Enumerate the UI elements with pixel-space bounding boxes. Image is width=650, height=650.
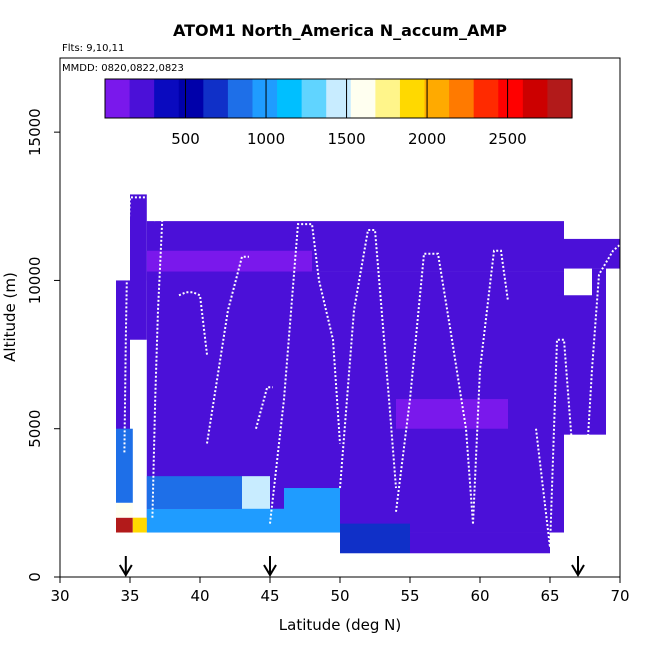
flight-track — [535, 338, 586, 548]
heatmap-cell — [410, 532, 550, 554]
colorbar-swatch — [301, 79, 327, 118]
heatmap-cell — [130, 194, 147, 340]
flight-track — [472, 249, 509, 524]
y-tick-label: 0 — [26, 572, 44, 582]
x-tick-label: 65 — [540, 587, 559, 605]
y-axis-label: Altitude (m) — [1, 272, 19, 362]
colorbar-swatch — [326, 79, 352, 118]
heatmap-cell — [146, 476, 242, 509]
colorbar-swatch — [498, 79, 524, 118]
flight-track — [206, 255, 249, 444]
flight-tracks — [123, 196, 621, 548]
colorbar-swatch — [547, 79, 573, 118]
heatmap-cell — [116, 280, 130, 459]
heatmap-cells — [116, 194, 620, 554]
y-tick-label: 15000 — [26, 108, 44, 156]
colorbar-swatch — [154, 79, 180, 118]
colorbar-tick-label: 1500 — [327, 130, 365, 148]
x-tick-label: 55 — [400, 587, 419, 605]
colorbar-swatch — [178, 79, 204, 118]
colorbar-swatch — [105, 79, 131, 118]
colorbar-swatch — [522, 79, 549, 118]
flight-track — [178, 291, 208, 355]
x-tick-label: 40 — [190, 587, 209, 605]
colorbar-swatch — [449, 79, 475, 118]
chart-title: ATOM1 North_America N_accum_AMP — [173, 21, 507, 40]
x-tick-label: 50 — [330, 587, 349, 605]
flight-track — [123, 196, 157, 453]
heatmap-cell — [557, 295, 592, 435]
heatmap-cell — [146, 508, 284, 533]
x-tick-label: 35 — [120, 587, 139, 605]
x-tick-label: 30 — [50, 587, 69, 605]
x-axis: 30 35 40 45 50 55 60 65 70 — [50, 577, 630, 605]
arrow-head — [118, 564, 133, 577]
colorbar-swatch — [350, 79, 376, 118]
arrow-head — [571, 564, 585, 577]
y-tick-label: 10000 — [26, 257, 44, 305]
x-tick-label: 60 — [470, 587, 489, 605]
x-tick-label: 45 — [260, 587, 279, 605]
flight-track — [395, 252, 474, 524]
heatmap-cell — [116, 517, 133, 533]
colorbar-swatch — [424, 79, 450, 118]
flight-track — [269, 223, 341, 524]
heatmap-cell — [592, 268, 606, 435]
colorbar-swatch — [375, 79, 401, 118]
heatmap-cell — [396, 399, 508, 429]
colorbar-swatch — [252, 79, 278, 118]
colorbar-swatch — [129, 79, 155, 118]
colorbar: 500 1000 1500 2000 2500 — [104, 78, 573, 148]
latitude-arrows — [118, 556, 585, 577]
flight-track — [151, 221, 164, 518]
heatmap-cell — [116, 428, 133, 503]
colorbar-tick-label: 2000 — [408, 130, 446, 148]
x-axis-label: Latitude (deg N) — [279, 616, 401, 634]
dates-note: MMDD: 0820,0822,0823 — [62, 63, 184, 74]
colorbar-tick-label: 500 — [171, 130, 200, 148]
heatmap-cell — [340, 523, 410, 554]
heatmap-cell — [132, 517, 147, 533]
colorbar-swatch — [399, 79, 426, 118]
colorbar-swatch — [203, 79, 229, 118]
y-tick-label: 5000 — [26, 410, 44, 448]
colorbar-swatch — [277, 79, 303, 118]
y-axis: 0 5000 10000 15000 — [26, 108, 60, 582]
heatmap-cell — [284, 488, 340, 533]
arrow-head — [263, 564, 277, 577]
colorbar-tick-label: 2500 — [488, 130, 526, 148]
flight-track — [339, 229, 397, 489]
colorbar-swatch — [227, 79, 254, 118]
heatmap-cell — [564, 238, 620, 269]
x-tick-label: 70 — [610, 587, 629, 605]
colorbar-frame — [104, 78, 573, 119]
flight-track — [584, 244, 621, 489]
flights-note: Flts: 9,10,11 — [62, 43, 124, 54]
colorbar-tick-label: 1000 — [247, 130, 285, 148]
heatmap-cell — [116, 502, 133, 518]
colorbar-swatch — [473, 79, 499, 118]
